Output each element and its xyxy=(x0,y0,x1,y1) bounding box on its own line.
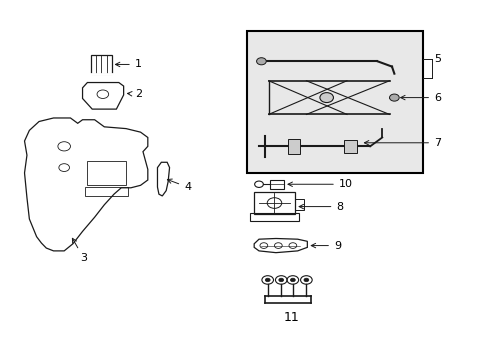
Bar xyxy=(85,187,128,196)
Bar xyxy=(254,192,295,214)
Bar xyxy=(87,161,126,185)
Bar xyxy=(287,139,300,154)
Bar xyxy=(91,55,111,74)
Text: 7: 7 xyxy=(364,138,440,148)
Text: 3: 3 xyxy=(72,238,87,263)
Text: 2: 2 xyxy=(127,89,142,99)
Circle shape xyxy=(265,278,269,282)
Bar xyxy=(295,199,304,210)
Circle shape xyxy=(319,93,333,103)
Text: 11: 11 xyxy=(284,311,299,324)
Text: 10: 10 xyxy=(287,179,352,189)
Text: 8: 8 xyxy=(299,202,343,212)
Circle shape xyxy=(389,94,398,101)
Bar xyxy=(246,31,423,173)
Circle shape xyxy=(256,58,265,65)
Text: 6: 6 xyxy=(400,93,440,103)
Circle shape xyxy=(290,278,295,282)
Text: 1: 1 xyxy=(115,59,142,69)
Bar xyxy=(343,140,356,153)
Text: 9: 9 xyxy=(310,240,340,251)
Text: 4: 4 xyxy=(167,179,191,192)
Bar xyxy=(250,213,298,221)
Circle shape xyxy=(278,278,283,282)
Text: 5: 5 xyxy=(433,54,440,64)
Circle shape xyxy=(304,278,308,282)
Bar xyxy=(269,180,284,189)
